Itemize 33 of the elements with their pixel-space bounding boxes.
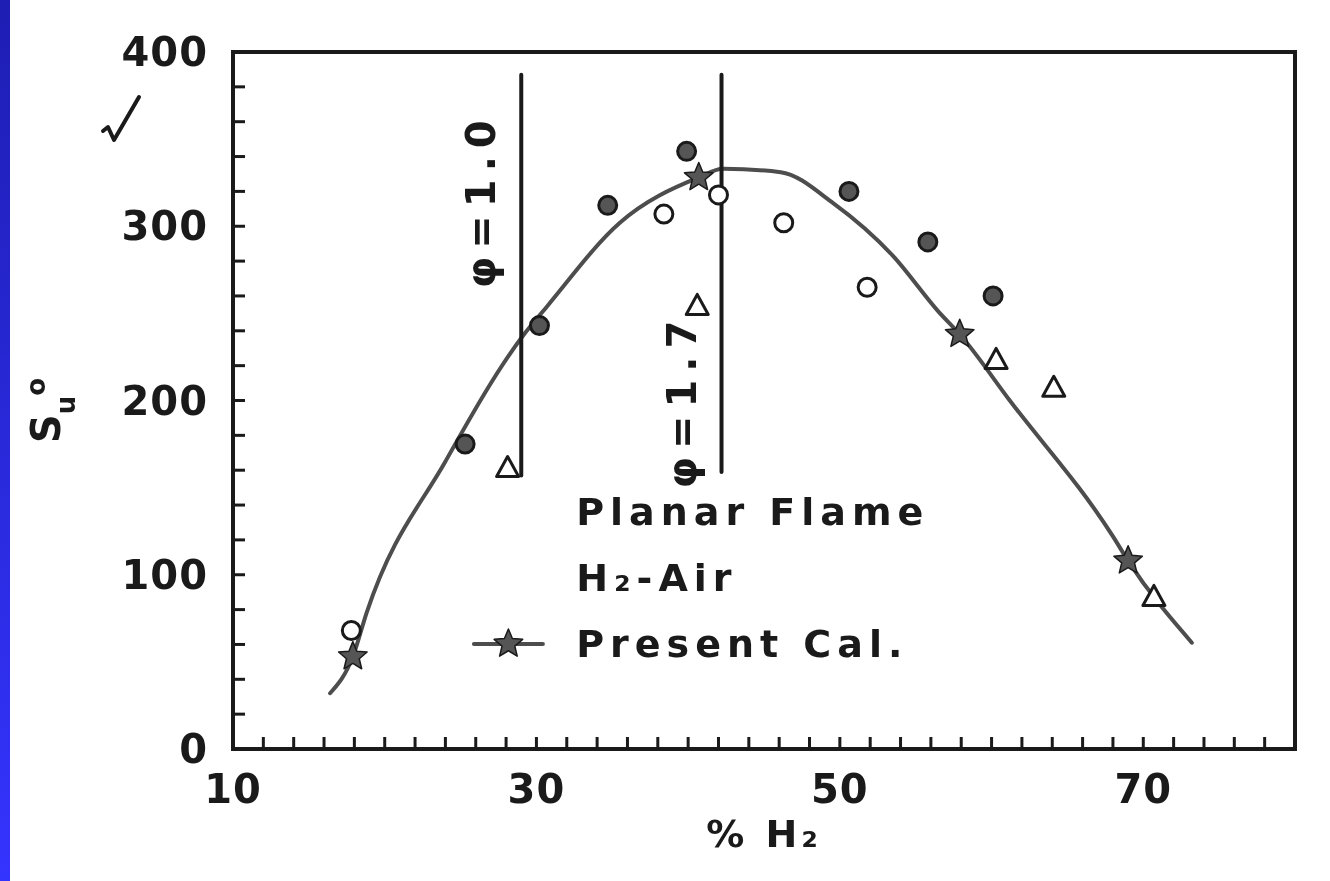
point — [676, 140, 698, 162]
point — [683, 161, 714, 191]
point — [773, 212, 795, 234]
point — [495, 454, 521, 478]
y-tick-label: 100 — [121, 551, 208, 598]
y-tick-label: 300 — [121, 203, 208, 250]
point — [653, 203, 675, 225]
point — [1113, 545, 1144, 574]
point — [1141, 583, 1167, 607]
point — [944, 318, 975, 348]
annotation: H₂-Air — [576, 555, 738, 602]
x-tick-label: 30 — [507, 766, 566, 813]
x-axis-title: % H₂ — [706, 812, 822, 856]
point — [454, 433, 476, 455]
y-tick-label: 400 — [121, 29, 208, 76]
point — [982, 285, 1004, 307]
legend-label: Present Cal. — [576, 621, 909, 668]
point — [707, 184, 729, 206]
point — [838, 180, 860, 202]
point — [856, 276, 878, 298]
point — [684, 292, 710, 316]
x-tick-label: 50 — [811, 766, 869, 813]
annotation: φ=1.7 — [658, 312, 705, 489]
point — [597, 194, 619, 216]
annotation: φ=1.0 — [458, 112, 505, 288]
y-tick-label: 200 — [121, 377, 208, 424]
point — [337, 640, 368, 670]
point — [917, 231, 939, 253]
annotation: Planar Flame — [576, 490, 930, 534]
point — [983, 346, 1009, 370]
point — [1041, 374, 1067, 398]
x-tick-label: 70 — [1114, 766, 1173, 813]
point — [528, 315, 550, 337]
